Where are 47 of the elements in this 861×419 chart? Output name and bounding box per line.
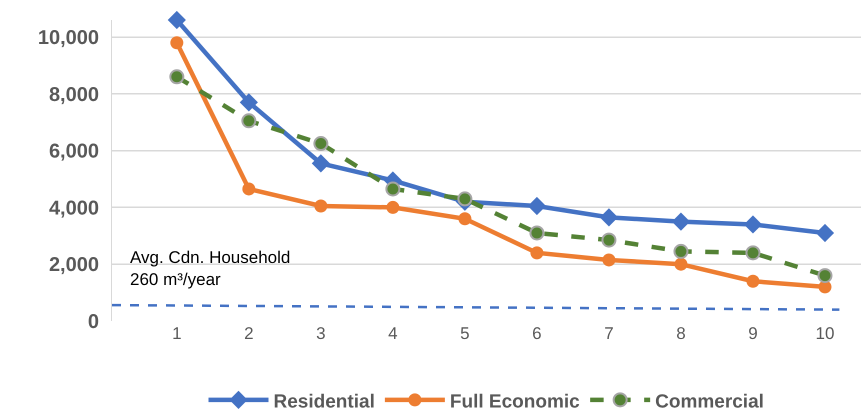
point <box>528 196 546 216</box>
point <box>314 200 328 212</box>
x-tick-label: 10 <box>816 324 834 343</box>
point <box>674 258 688 271</box>
point <box>457 191 472 206</box>
point <box>529 225 544 240</box>
legend-label: Residential <box>274 391 375 412</box>
y-tick-label: 2,000 <box>48 254 99 276</box>
y-tick-label: 8,000 <box>48 84 99 106</box>
point <box>241 113 256 128</box>
x-tick-label: 6 <box>532 324 542 343</box>
point <box>169 69 184 84</box>
x-tick-label: 3 <box>316 324 326 343</box>
point <box>600 208 618 226</box>
point <box>386 200 400 214</box>
point <box>673 244 688 259</box>
y-tick-label: 6,000 <box>48 140 99 163</box>
x-tick-label: 7 <box>604 324 614 343</box>
y-tick-label: 0 <box>88 311 99 333</box>
annotation: Avg. Cdn. Household 260 m³/year <box>130 248 290 290</box>
x-tick-label: 2 <box>244 324 254 343</box>
point <box>744 215 762 234</box>
point <box>170 36 184 50</box>
point <box>168 10 186 30</box>
point <box>458 212 472 226</box>
y-tick-label: 4,000 <box>48 197 99 220</box>
point <box>313 136 328 152</box>
point <box>602 253 616 266</box>
point <box>242 182 256 196</box>
x-tick-label: 8 <box>676 324 686 343</box>
point <box>746 274 760 288</box>
x-tick-label: 1 <box>172 324 182 343</box>
legend-label: Commercial <box>655 391 764 412</box>
point <box>240 93 258 112</box>
y-tick-label: 10,000 <box>38 27 99 50</box>
point <box>816 224 834 242</box>
x-tick-label: 9 <box>748 324 758 343</box>
legend-label: Full Economic <box>450 391 580 412</box>
point <box>817 268 832 284</box>
point <box>385 181 400 196</box>
x-tick-label: 5 <box>460 324 470 343</box>
point <box>745 245 760 260</box>
point <box>530 246 544 260</box>
point <box>601 232 616 248</box>
point <box>672 212 690 231</box>
x-tick-label: 4 <box>388 324 398 343</box>
point <box>312 154 330 172</box>
